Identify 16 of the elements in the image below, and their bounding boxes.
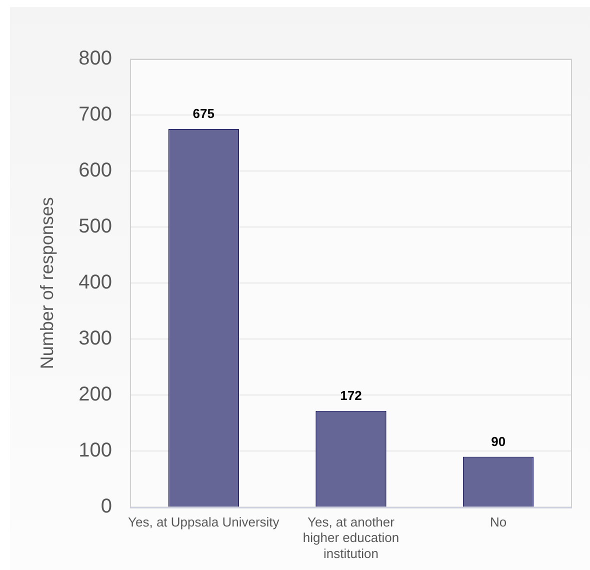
data-label: 675: [192, 106, 214, 122]
y-tick-label: 800: [78, 48, 112, 70]
y-tick-label: 0: [100, 496, 112, 518]
y-tick-label: 600: [78, 160, 112, 182]
x-tick-label: Yes, at another higher education institution: [302, 514, 400, 561]
y-tick-label: 300: [78, 328, 112, 350]
y-axis-title: Number of responses: [36, 197, 57, 370]
y-tick-label: 100: [78, 440, 112, 462]
y-tick-label: 500: [78, 216, 112, 238]
data-label: 172: [340, 388, 362, 403]
x-tick-label: Yes, at Uppsala University: [128, 514, 280, 530]
y-tick-label: 200: [78, 384, 112, 406]
y-tick-label: 700: [78, 104, 112, 126]
data-label: 90: [491, 434, 506, 449]
y-tick-label: 400: [78, 272, 112, 294]
x-tick-label: No: [490, 514, 507, 530]
